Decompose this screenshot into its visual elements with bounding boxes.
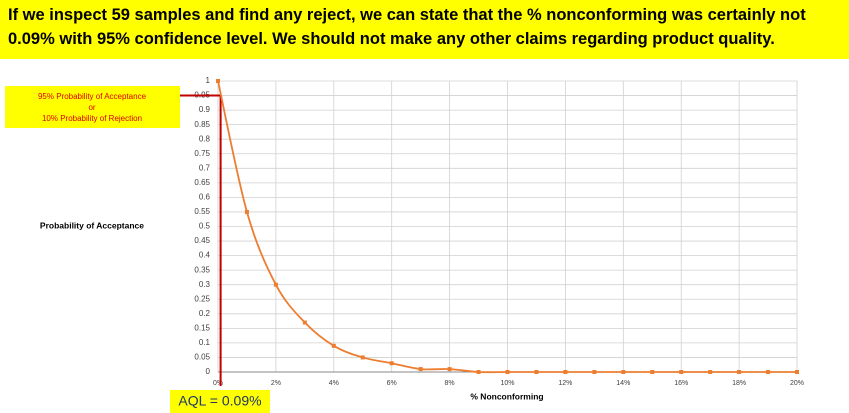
y-tick-label: 0 xyxy=(206,367,211,376)
x-tick-label: 6% xyxy=(387,380,397,387)
note-line: 95% Probability of Acceptance xyxy=(38,92,147,101)
data-point xyxy=(216,79,220,83)
data-point xyxy=(679,370,684,374)
note-line: 10% Probability of Rejection xyxy=(42,114,142,123)
x-tick-label: 2% xyxy=(271,380,281,387)
y-tick-label: 0.15 xyxy=(194,323,210,332)
y-tick-label: 0.35 xyxy=(194,265,210,274)
x-tick-label: 0% xyxy=(213,380,223,387)
y-tick-label: 0.8 xyxy=(199,134,211,143)
x-tick-label: 8% xyxy=(445,380,455,387)
y-tick-label: 0.55 xyxy=(194,207,210,216)
y-tick-label: 1 xyxy=(206,76,211,85)
y-tick-label: 0.2 xyxy=(199,309,211,318)
y-tick-label: 0.75 xyxy=(194,149,210,158)
data-point xyxy=(592,370,597,374)
x-tick-label: 4% xyxy=(329,380,339,387)
data-point xyxy=(302,320,307,325)
data-point xyxy=(418,367,423,372)
data-point xyxy=(650,370,655,374)
y-tick-label: 0.85 xyxy=(194,120,210,129)
title-banner: If we inspect 59 samples and find any re… xyxy=(0,0,849,59)
x-axis-title: % Nonconforming xyxy=(470,391,543,401)
data-point xyxy=(795,370,799,374)
y-axis-title: Probability of Acceptance xyxy=(40,220,144,230)
aql-box xyxy=(170,390,270,413)
note-box xyxy=(5,86,180,128)
data-point xyxy=(766,370,771,374)
y-tick-label: 0.1 xyxy=(199,338,211,347)
x-tick-label: 10% xyxy=(500,380,514,387)
y-tick-label: 0.9 xyxy=(199,105,211,114)
data-point xyxy=(360,355,365,360)
y-tick-label: 0.05 xyxy=(194,353,210,362)
y-tick-label: 0.5 xyxy=(199,222,211,231)
data-point xyxy=(737,370,742,374)
data-point xyxy=(621,370,626,374)
data-point xyxy=(244,209,249,214)
y-tick-label: 0.6 xyxy=(199,193,211,202)
x-tick-label: 14% xyxy=(616,380,630,387)
data-point xyxy=(534,370,539,374)
data-point xyxy=(563,370,568,374)
data-point xyxy=(447,367,452,372)
note-line: or xyxy=(88,103,95,112)
x-tick-label: 12% xyxy=(558,380,572,387)
y-tick-label: 0.25 xyxy=(194,294,210,303)
data-point xyxy=(476,370,481,374)
y-tick-label: 0.65 xyxy=(194,178,210,187)
data-point xyxy=(331,343,336,348)
x-tick-label: 20% xyxy=(790,380,804,387)
y-tick-label: 0.7 xyxy=(199,163,211,172)
y-tick-label: 0.4 xyxy=(199,251,211,260)
data-point xyxy=(389,361,394,366)
data-point xyxy=(505,370,510,374)
data-point xyxy=(273,282,278,287)
y-tick-label: 0.3 xyxy=(199,280,211,289)
aql-label: AQL = 0.09% xyxy=(178,393,261,409)
data-point xyxy=(708,370,713,374)
y-tick-label: 0.45 xyxy=(194,236,210,245)
x-tick-label: 16% xyxy=(674,380,688,387)
x-tick-label: 18% xyxy=(732,380,746,387)
